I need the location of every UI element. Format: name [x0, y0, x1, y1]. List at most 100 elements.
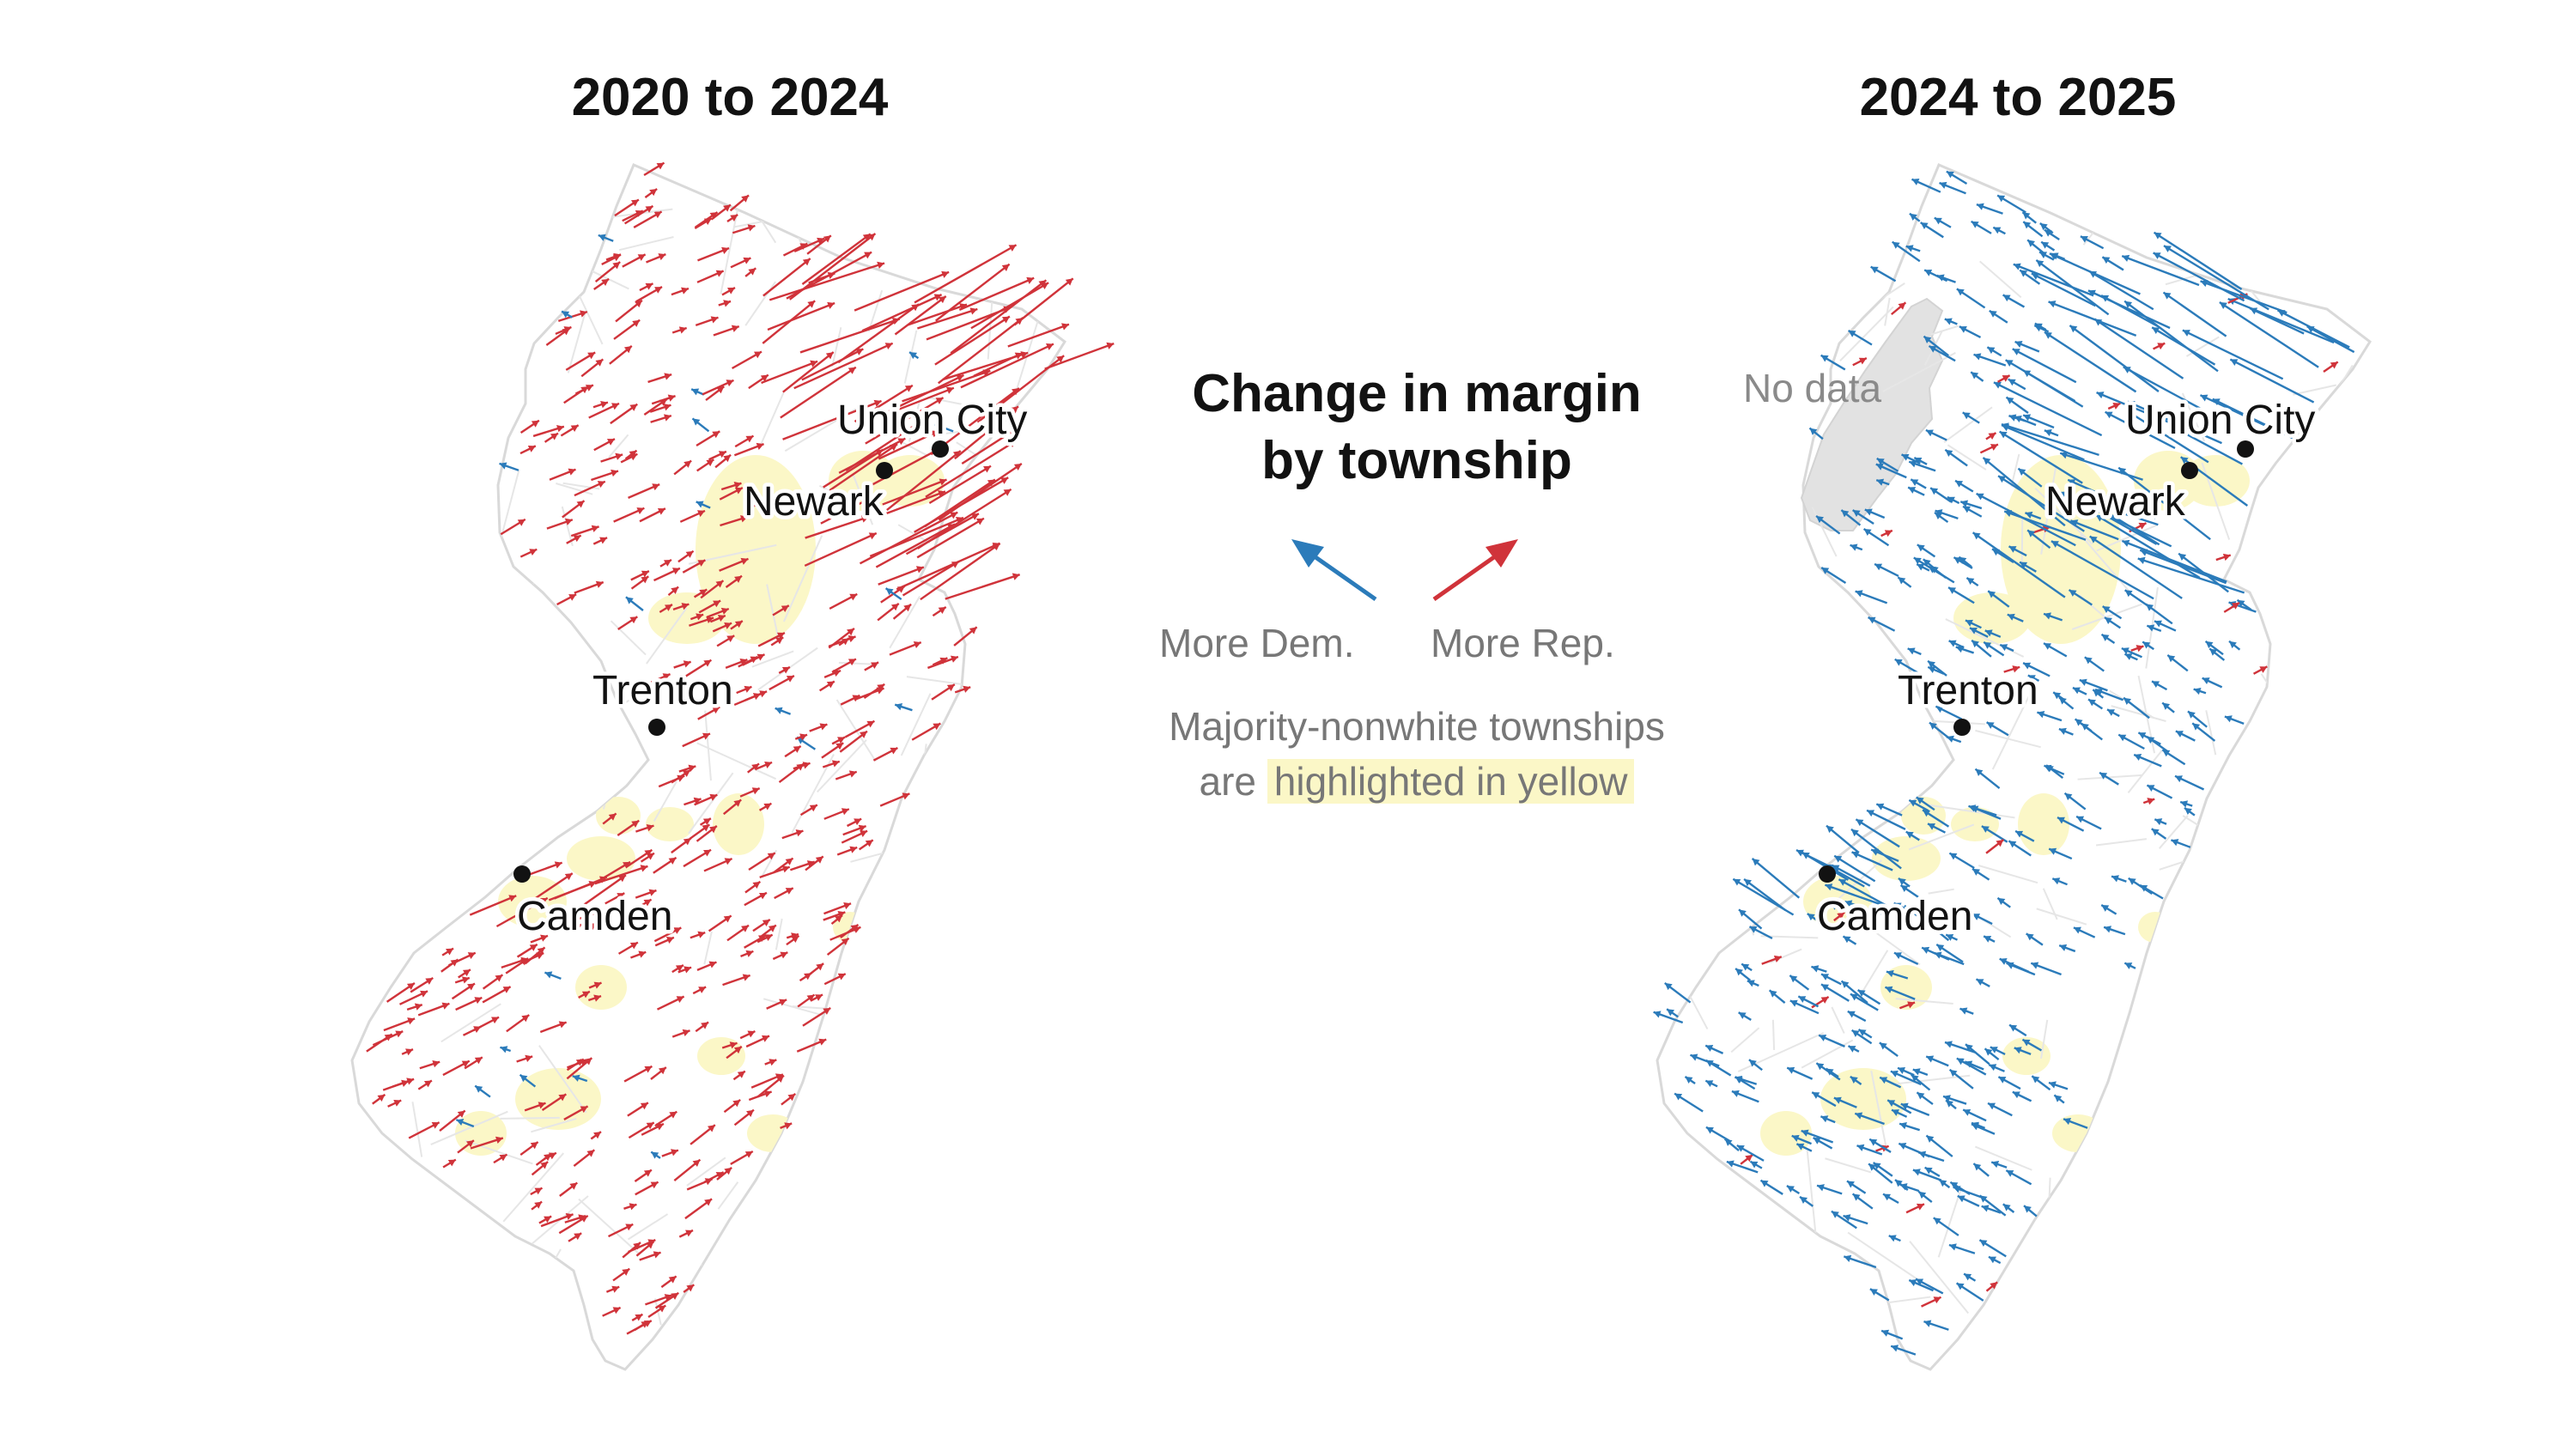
township-border — [1826, 755, 1861, 765]
township-shift-arrow — [2058, 490, 2172, 548]
township-shift-arrow — [594, 261, 621, 282]
township-shift-arrow — [2081, 722, 2093, 732]
township-shift-arrow — [458, 968, 471, 979]
township-shift-arrow — [1874, 562, 1899, 577]
township-shift-arrow — [2228, 640, 2241, 651]
township-shift-arrow — [953, 626, 978, 647]
township-border — [1947, 444, 1987, 471]
township-shift-arrow — [916, 517, 985, 559]
township-border — [1909, 1241, 1969, 1314]
township-shift-arrow — [1875, 803, 1903, 817]
township-shift-arrow — [1879, 1076, 1902, 1089]
township-shift-arrow — [2063, 792, 2087, 810]
township-shift-arrow — [544, 1151, 557, 1161]
township-shift-arrow — [902, 369, 991, 403]
township-shift-arrow — [2030, 962, 2062, 976]
township-shift-arrow — [441, 947, 454, 956]
township-shift-arrow — [2130, 645, 2144, 653]
township-shift-arrow — [1875, 478, 1890, 486]
township-shift-arrow — [588, 402, 620, 419]
township-shift-arrow — [706, 607, 730, 618]
township-shift-arrow — [826, 937, 850, 956]
township-shift-arrow — [796, 1038, 827, 1053]
township-shift-arrow — [1929, 721, 1951, 740]
township-shift-arrow — [1833, 854, 1876, 883]
township-shift-arrow — [682, 559, 706, 574]
township-border — [817, 739, 867, 793]
township-shift-arrow — [2199, 394, 2278, 433]
township-shift-arrow — [2323, 361, 2339, 373]
township-shift-arrow — [2099, 771, 2119, 786]
township-shift-arrow — [1900, 1102, 1930, 1116]
township-shift-arrow — [2012, 348, 2077, 384]
township-border — [2040, 1019, 2049, 1059]
township-shift-arrow — [821, 742, 844, 759]
township-shift-arrow — [531, 1161, 549, 1176]
township-shift-arrow — [878, 429, 939, 460]
township-shift-arrow — [1933, 1217, 1959, 1236]
township-shift-arrow — [721, 287, 736, 296]
township-border — [491, 221, 549, 279]
township-border — [791, 754, 835, 834]
township-shift-arrow — [1825, 1067, 1839, 1078]
township-shift-arrow — [1971, 1123, 1996, 1135]
township-shift-arrow — [1869, 1288, 1890, 1302]
township-shift-arrow — [709, 614, 726, 623]
township-shift-arrow — [769, 261, 885, 301]
township-shift-arrow — [566, 1058, 585, 1072]
township-shift-arrow — [2022, 662, 2050, 677]
legend-arrow-icons — [1291, 539, 1518, 602]
township-border — [986, 901, 1054, 956]
township-shift-arrow — [1789, 974, 1810, 991]
city-label-trenton: Trenton — [1898, 668, 2038, 713]
township-shift-arrow — [2166, 654, 2189, 672]
no-data-region — [1800, 297, 1944, 531]
nonwhite-township — [713, 793, 764, 855]
township-shift-arrow — [2039, 222, 2054, 234]
township-border — [538, 1045, 587, 1114]
township-border — [561, 506, 574, 547]
township-shift-arrow — [1984, 1047, 2000, 1060]
township-shift-arrow — [759, 924, 777, 938]
township-shift-arrow — [493, 1153, 508, 1164]
township-border — [1974, 1145, 2032, 1171]
township-shift-arrow — [730, 1150, 754, 1166]
township-shift-arrow — [1996, 194, 2026, 214]
township-border — [2330, 537, 2358, 609]
township-shift-arrow — [708, 450, 727, 461]
township-shift-arrow — [696, 501, 711, 509]
township-shift-arrow — [694, 793, 718, 806]
township-shift-arrow — [650, 1150, 661, 1159]
legend-note-line-2: are highlighted in yellow — [1099, 754, 1735, 809]
township-shift-arrow — [1975, 978, 1990, 987]
township-shift-arrow — [693, 588, 708, 598]
township-shift-arrow — [1674, 1092, 1704, 1113]
township-shift-arrow — [748, 852, 776, 871]
township-shift-arrow — [1768, 989, 1786, 1004]
township-shift-arrow — [633, 210, 663, 228]
township-shift-arrow — [1741, 962, 1753, 972]
township-shift-arrow — [671, 287, 690, 296]
township-shift-arrow — [690, 931, 706, 939]
township-shift-arrow — [758, 802, 772, 811]
township-border — [720, 209, 738, 294]
township-border — [1849, 913, 1921, 966]
township-shift-arrow — [1905, 1203, 1925, 1214]
township-shift-arrow — [2033, 324, 2050, 333]
township-shift-arrow — [770, 636, 784, 647]
township-shift-arrow — [1808, 427, 1824, 440]
township-shift-arrow — [1820, 1115, 1836, 1124]
township-shift-arrow — [1934, 951, 1965, 966]
township-shift-arrow — [440, 958, 459, 973]
township-border — [927, 396, 969, 407]
township-shift-arrow — [1956, 288, 1986, 309]
nonwhite-township — [1872, 836, 1941, 881]
township-shift-arrow — [697, 706, 720, 720]
township-shift-arrow — [2105, 410, 2176, 449]
township-shift-arrow — [793, 237, 825, 253]
township-shift-arrow — [1927, 823, 1946, 834]
township-shift-arrow — [786, 251, 872, 300]
township-shift-arrow — [630, 950, 647, 959]
nonwhite-township — [1951, 807, 1999, 841]
township-border — [474, 610, 558, 634]
